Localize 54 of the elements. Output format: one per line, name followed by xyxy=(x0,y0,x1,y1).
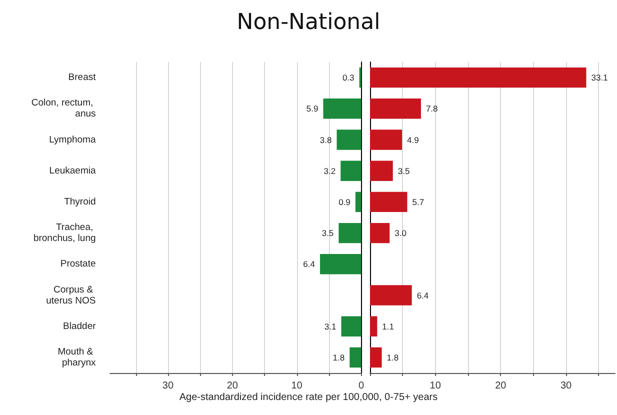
y-tick-label: Corpus & uterus NOS xyxy=(46,284,96,306)
data-label: 5.7 xyxy=(412,196,425,207)
data-label: 3.0 xyxy=(395,228,408,238)
bar xyxy=(350,347,362,368)
chart-title: Non-National xyxy=(236,10,382,35)
y-tick-label: Breast xyxy=(68,72,96,84)
data-label: 3.1 xyxy=(324,321,337,332)
y-tick-label: Bladder xyxy=(63,320,96,332)
data-label: 0.3 xyxy=(342,72,355,83)
bar xyxy=(341,316,362,336)
data-label: 1.1 xyxy=(382,321,395,332)
bar xyxy=(370,222,390,244)
data-label: 5.9 xyxy=(306,104,318,114)
data-label: 6.4 xyxy=(417,290,430,300)
y-tick-label: Mouth & pharynx xyxy=(58,346,96,368)
x-tick-label: 0 xyxy=(358,380,364,392)
x-tick-label: 30 xyxy=(162,380,174,392)
data-label: 6.4 xyxy=(303,259,316,270)
bar xyxy=(340,160,362,181)
y-tick-label: Colon, rectum, anus xyxy=(31,98,96,120)
data-label: 1.8 xyxy=(387,352,400,362)
x-tick-label: 20 xyxy=(226,380,238,392)
bar xyxy=(370,98,422,119)
x-tick-label: 10 xyxy=(430,380,442,392)
bar xyxy=(370,130,402,150)
bar xyxy=(370,316,378,336)
x-axis-title: Age-standardized incidence rate per 100,000, 0-75+ years xyxy=(178,392,439,403)
data-label: 3.5 xyxy=(322,228,334,238)
data-label: 3.5 xyxy=(398,166,410,176)
bar xyxy=(370,67,587,88)
data-label: 0.9 xyxy=(338,196,351,207)
bar xyxy=(320,254,362,274)
data-label: 3.2 xyxy=(324,166,336,176)
x-tick-label: 30 xyxy=(560,380,572,392)
y-tick-label: Prostate xyxy=(60,258,96,270)
bar xyxy=(370,192,408,212)
data-label: 7.8 xyxy=(426,104,438,114)
bar xyxy=(370,285,412,306)
data-label: 1.8 xyxy=(332,352,345,362)
bar xyxy=(370,160,394,181)
data-label: 3.8 xyxy=(320,134,332,145)
x-tick-label: 20 xyxy=(496,380,508,392)
y-tick-label: Lymphoma xyxy=(49,134,96,146)
data-label: 33.1 xyxy=(592,72,609,83)
y-tick-label: Thyroid xyxy=(64,196,96,208)
bar xyxy=(323,98,362,119)
bar xyxy=(370,347,382,368)
bar xyxy=(336,130,362,150)
x-tick-label: 10 xyxy=(291,380,303,392)
bar xyxy=(355,192,362,212)
bar xyxy=(338,222,362,244)
data-label: 4.9 xyxy=(407,134,420,145)
y-tick-label: Trachea, bronchus, lung xyxy=(33,222,96,244)
y-tick-label: Leukaemia xyxy=(49,165,96,176)
